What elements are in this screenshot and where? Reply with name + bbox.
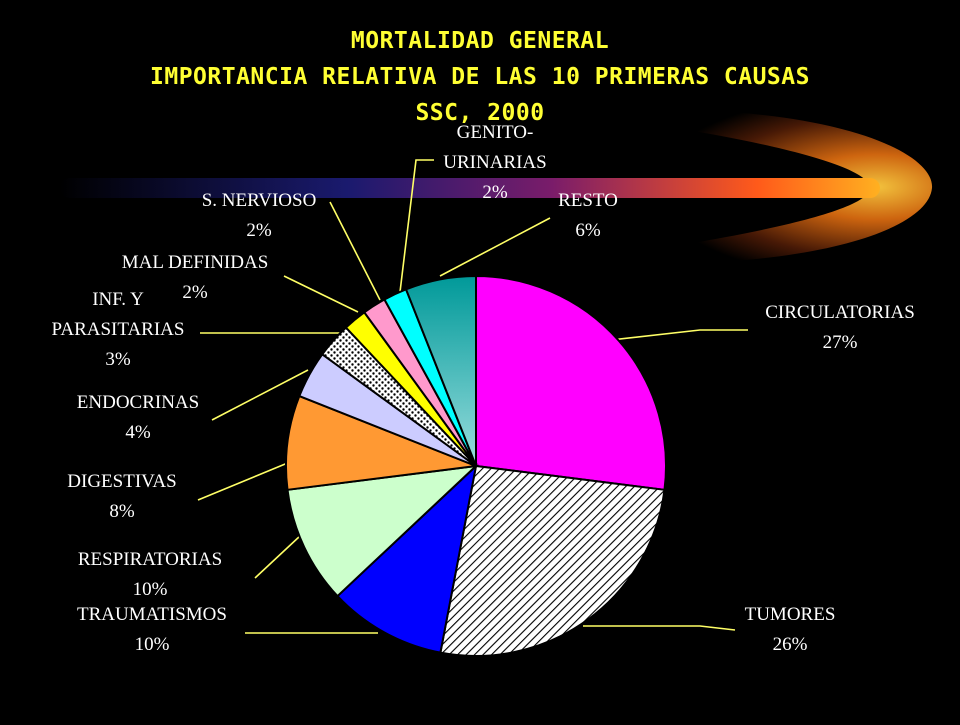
pie-slice-digestivas (285, 394, 477, 491)
slice-value-label-respiratorias: 10% (133, 579, 168, 600)
slice-value-label-traumatismos: 10% (135, 634, 170, 655)
pie-slice-circulatorias (475, 274, 667, 491)
slice-category-label-endocrinas: ENDOCRINAS (77, 392, 199, 413)
slice-value-label-genito-urinarias: 2% (482, 182, 508, 203)
slice-value-label-inf-y-parasitarias: 3% (105, 349, 131, 370)
chart-subtitle: IMPORTANCIA RELATIVA DE LAS 10 PRIMERAS … (150, 64, 810, 90)
slice-value-label-tumores: 26% (773, 634, 808, 655)
leader-line-resto (439, 217, 551, 277)
slice-category-label-inf-y-parasitarias: INF. Y (92, 289, 144, 310)
comet-glow (560, 109, 933, 265)
leader-line-respiratorias (254, 535, 301, 579)
slice-value-label-circulatorias: 27% (823, 332, 858, 353)
slice-category-label-traumatismos: TRAUMATISMOS (77, 604, 227, 625)
leader-line-mal-definidas (283, 275, 359, 313)
slice-category-label-circulatorias: CIRCULATORIAS (765, 302, 915, 323)
slice-category-label-mal-definidas: MAL DEFINIDAS (122, 252, 269, 273)
slice-value-label-resto: 6% (575, 220, 601, 241)
leader-lines (197, 159, 748, 634)
pie-slice-tumores (439, 464, 666, 657)
leader-line-endocrinas (211, 369, 309, 421)
slice-category-label-genito-urinarias: URINARIAS (443, 152, 546, 173)
comet-beam (60, 178, 880, 198)
pie-slice-respiratorias (286, 464, 479, 598)
pie-slices (285, 274, 667, 657)
pie-slice-resto (404, 274, 477, 467)
leader-line-circulatorias (592, 329, 748, 343)
leader-line-genito-urinarias (399, 159, 434, 293)
background-decoration (60, 109, 933, 265)
leader-line-tumores (583, 625, 736, 631)
chart-subtitle-year: SSC, 2000 (415, 100, 545, 126)
leader-line-s-nervioso (329, 201, 381, 301)
slice-value-label-digestivas: 8% (109, 501, 135, 522)
slice-value-label-endocrinas: 4% (125, 422, 151, 443)
slice-category-label-inf-y-parasitarias: PARASITARIAS (52, 319, 185, 340)
pie-slice-traumatismos (336, 463, 478, 654)
leader-line-digestivas (197, 461, 291, 501)
chart-title: MORTALIDAD GENERAL (350, 28, 610, 54)
slice-category-label-respiratorias: RESPIRATORIAS (78, 549, 222, 570)
slice-category-label-genito-urinarias: GENITO- (457, 122, 534, 143)
slice-value-label-mal-definidas: 2% (182, 282, 208, 303)
slice-labels: CIRCULATORIAS 27% TUMORES 26% TRAUMATISMOS 10… (52, 122, 915, 655)
slice-category-label-resto: RESTO (558, 190, 618, 211)
slice-category-label-s-nervioso: S. NERVIOSO (202, 190, 317, 211)
slice-category-label-tumores: TUMORES (745, 604, 836, 625)
slice-category-label-digestivas: DIGESTIVAS (67, 471, 176, 492)
slice-value-label-s-nervioso: 2% (246, 220, 272, 241)
